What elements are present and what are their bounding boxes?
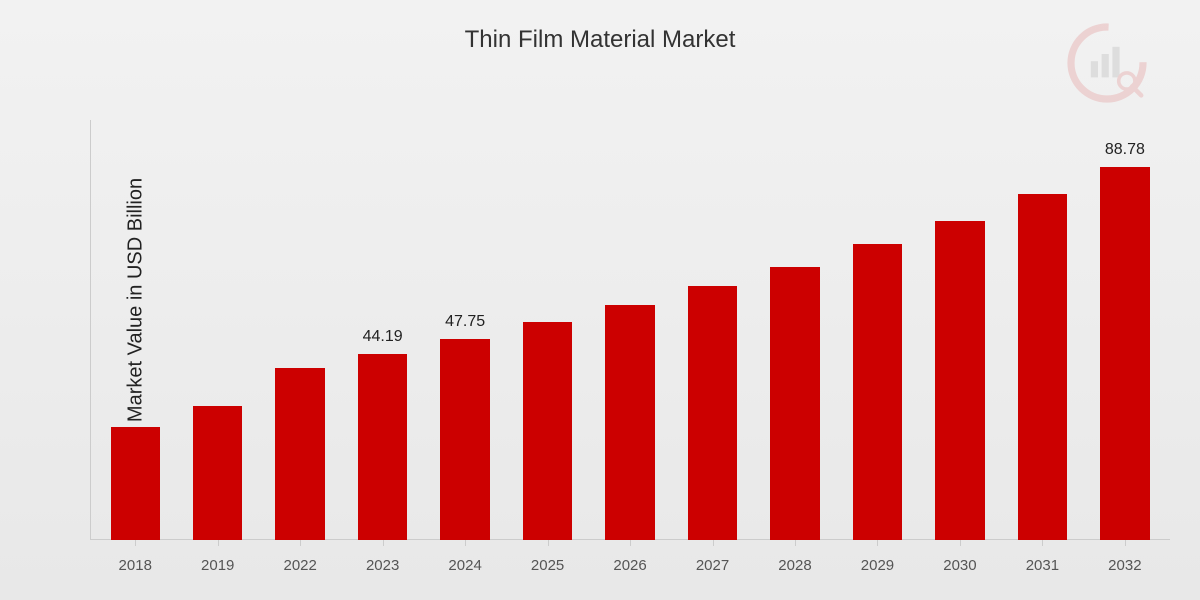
bar bbox=[275, 368, 324, 540]
bar bbox=[111, 427, 160, 540]
x-tick bbox=[713, 540, 714, 546]
plot-area: 44.19 47.75 88.78 bbox=[90, 120, 1170, 540]
x-axis-category-label: 2018 bbox=[94, 557, 176, 574]
x-axis-category-label: 2022 bbox=[259, 557, 341, 574]
x-axis-category-label: 2029 bbox=[836, 557, 918, 574]
x-axis-category-label: 2030 bbox=[919, 557, 1001, 574]
bar-value-label: 47.75 bbox=[445, 313, 485, 333]
bar-slot bbox=[589, 120, 671, 540]
bar-slot bbox=[1001, 120, 1083, 540]
x-axis-category-label: 2019 bbox=[176, 557, 258, 574]
bar bbox=[440, 339, 489, 540]
bar-slot bbox=[919, 120, 1001, 540]
bar bbox=[523, 322, 572, 540]
x-tick bbox=[383, 540, 384, 546]
bar bbox=[605, 305, 654, 540]
x-tick bbox=[465, 540, 466, 546]
chart-title: Thin Film Material Market bbox=[0, 26, 1200, 54]
bar bbox=[1100, 167, 1149, 540]
x-tick bbox=[960, 540, 961, 546]
x-axis-category-label: 2028 bbox=[754, 557, 836, 574]
x-tick bbox=[548, 540, 549, 546]
bar-slot bbox=[836, 120, 918, 540]
x-axis-category-label: 2031 bbox=[1001, 557, 1083, 574]
x-tick bbox=[135, 540, 136, 546]
bar bbox=[358, 354, 407, 540]
x-axis-category-label: 2027 bbox=[671, 557, 753, 574]
bar-value-label: 44.19 bbox=[363, 328, 403, 348]
bar-slot bbox=[259, 120, 341, 540]
bar bbox=[1018, 194, 1067, 541]
bar-slot bbox=[506, 120, 588, 540]
bar-slot: 88.78 bbox=[1084, 120, 1166, 540]
watermark-logo-icon bbox=[1062, 18, 1152, 108]
x-axis-category-label: 2025 bbox=[506, 557, 588, 574]
x-axis-category-label: 2026 bbox=[589, 557, 671, 574]
bar bbox=[688, 286, 737, 540]
x-axis-category-label: 2023 bbox=[341, 557, 423, 574]
x-tick bbox=[877, 540, 878, 546]
x-axis-category-label: 2024 bbox=[424, 557, 506, 574]
bar bbox=[935, 221, 984, 540]
bar-slot bbox=[176, 120, 258, 540]
x-tick bbox=[300, 540, 301, 546]
bars-container: 44.19 47.75 88.78 bbox=[90, 120, 1170, 540]
bar-slot: 47.75 bbox=[424, 120, 506, 540]
bar bbox=[193, 406, 242, 540]
bar-slot bbox=[671, 120, 753, 540]
x-tick bbox=[218, 540, 219, 546]
bar bbox=[853, 244, 902, 540]
x-tick bbox=[1042, 540, 1043, 546]
bar-slot bbox=[754, 120, 836, 540]
bar-value-label: 88.78 bbox=[1105, 141, 1145, 161]
bar-slot bbox=[94, 120, 176, 540]
x-tick bbox=[795, 540, 796, 546]
x-axis-labels: 2018201920222023202420252026202720282029… bbox=[90, 557, 1170, 574]
bar-slot: 44.19 bbox=[341, 120, 423, 540]
x-tick bbox=[630, 540, 631, 546]
bar bbox=[770, 267, 819, 540]
x-tick bbox=[1125, 540, 1126, 546]
x-axis-category-label: 2032 bbox=[1084, 557, 1166, 574]
